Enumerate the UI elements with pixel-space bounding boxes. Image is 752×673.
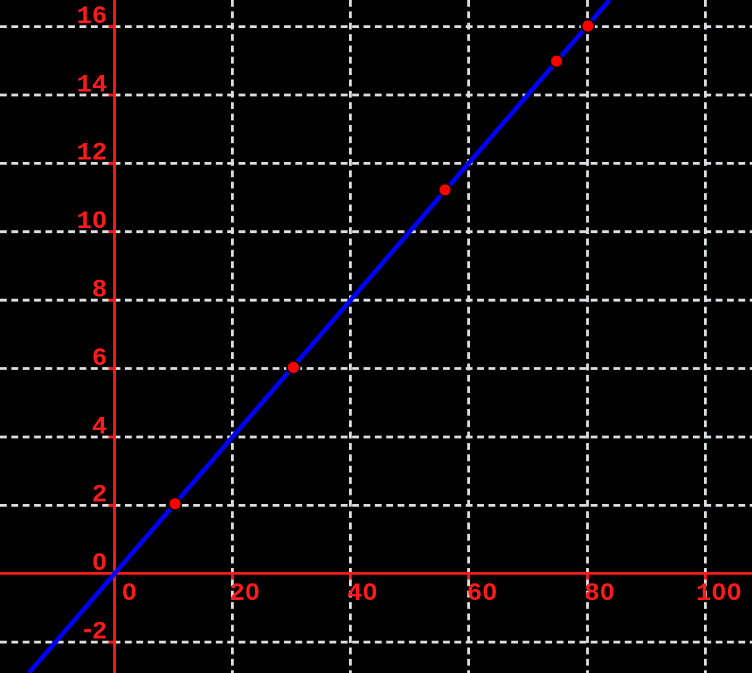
svg-text:4: 4 (92, 412, 107, 441)
svg-text:10: 10 (77, 207, 107, 236)
svg-text:20: 20 (229, 579, 259, 608)
svg-text:8: 8 (92, 276, 107, 305)
svg-text:80: 80 (584, 579, 614, 608)
svg-text:14: 14 (77, 70, 107, 99)
svg-text:2: 2 (92, 617, 107, 646)
svg-text:6: 6 (92, 344, 107, 373)
svg-text:60: 60 (467, 579, 497, 608)
svg-text:40: 40 (347, 579, 377, 608)
svg-text:12: 12 (77, 139, 107, 168)
svg-text:2: 2 (92, 481, 107, 510)
svg-text:16: 16 (77, 2, 107, 31)
